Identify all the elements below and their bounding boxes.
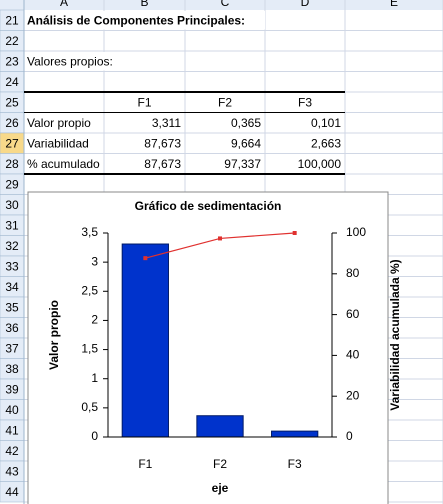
row-number: 32 xyxy=(5,239,19,253)
cell-bg xyxy=(25,52,165,71)
row-number: 35 xyxy=(5,300,19,314)
row-number: 25 xyxy=(5,95,19,109)
table-header: F1 xyxy=(137,95,151,109)
row-number: 36 xyxy=(5,321,19,335)
sheet-subtitle: Valores propios: xyxy=(27,54,113,68)
table-header: F2 xyxy=(218,95,232,109)
sheet-title: Análisis de Componentes Principales: xyxy=(27,13,245,27)
y-tick-label: 1 xyxy=(91,371,98,385)
y2-tick-label: 60 xyxy=(346,307,360,321)
row-number: 40 xyxy=(5,403,19,417)
row-number: 26 xyxy=(5,116,19,130)
cell-bg xyxy=(25,11,265,30)
row-number: 43 xyxy=(5,464,19,478)
row-label: % acumulado xyxy=(27,157,100,171)
line-marker xyxy=(143,256,148,261)
row-number: 39 xyxy=(5,382,19,396)
row-number: 27 xyxy=(5,136,19,150)
y-tick-label: 1,5 xyxy=(81,342,98,356)
row-label: Valor propio xyxy=(27,116,91,130)
y2-tick-label: 0 xyxy=(346,429,353,443)
y2-tick-label: 80 xyxy=(346,266,360,280)
row-number: 42 xyxy=(5,444,19,458)
row-number: 31 xyxy=(5,218,19,232)
row-number: 28 xyxy=(5,157,19,171)
row-number: 30 xyxy=(5,198,19,212)
table-cell: 2,663 xyxy=(311,136,341,150)
bar xyxy=(121,243,169,438)
column-header-bar xyxy=(0,0,443,10)
row-number: 21 xyxy=(5,13,19,27)
row-number: 38 xyxy=(5,362,19,376)
table-cell: 3,311 xyxy=(152,116,181,130)
chart-title: Gráfico de sedimentación xyxy=(135,199,282,213)
row-label: Variabilidad xyxy=(27,136,89,150)
y-tick-label: 0,5 xyxy=(81,400,98,414)
column-header: C xyxy=(221,0,230,9)
y2-tick-label: 40 xyxy=(346,348,360,362)
column-header: A xyxy=(60,0,68,9)
column-header: D xyxy=(301,0,310,9)
y-tick-label: 2,5 xyxy=(81,283,98,297)
row-number: 33 xyxy=(5,259,19,273)
y2-tick-label: 100 xyxy=(346,225,366,239)
y-tick-label: 3,5 xyxy=(81,225,98,239)
row-number: 44 xyxy=(5,485,19,499)
x-tick-label: F3 xyxy=(288,457,302,471)
table-cell: 0,101 xyxy=(311,116,341,130)
column-header: E xyxy=(390,0,398,9)
y2-tick-label: 20 xyxy=(346,388,360,402)
y2-axis-label: Variabilidad acumulada %) xyxy=(388,259,402,410)
row-number: 34 xyxy=(5,280,19,294)
table-header: F3 xyxy=(298,95,312,109)
table-cell: 0,365 xyxy=(231,116,261,130)
row-number: 22 xyxy=(5,34,19,48)
y-axis-label: Valor propio xyxy=(47,300,61,370)
y-tick-label: 2 xyxy=(91,313,98,327)
row-number: 29 xyxy=(5,177,19,191)
column-header: B xyxy=(140,0,148,9)
row-number: 37 xyxy=(5,341,19,355)
row-number: 41 xyxy=(5,423,19,437)
y-tick-label: 3 xyxy=(91,254,98,268)
y-tick-label: 0 xyxy=(91,429,98,443)
table-cell: 87,673 xyxy=(144,157,181,171)
table-cell: 9,664 xyxy=(231,136,261,150)
chart-area xyxy=(27,191,389,504)
row-number: 24 xyxy=(5,75,19,89)
x-tick-label: F1 xyxy=(138,457,152,471)
table-cell: 87,673 xyxy=(144,136,181,150)
line-marker xyxy=(292,231,297,235)
line-marker xyxy=(218,236,222,241)
x-axis-label: eje xyxy=(212,481,229,495)
x-tick-label: F2 xyxy=(213,457,227,471)
bar xyxy=(196,415,244,438)
table-cell: 97,337 xyxy=(224,157,261,171)
bar xyxy=(271,430,319,438)
row-number: 23 xyxy=(5,54,19,68)
table-cell: 100,000 xyxy=(298,157,342,171)
